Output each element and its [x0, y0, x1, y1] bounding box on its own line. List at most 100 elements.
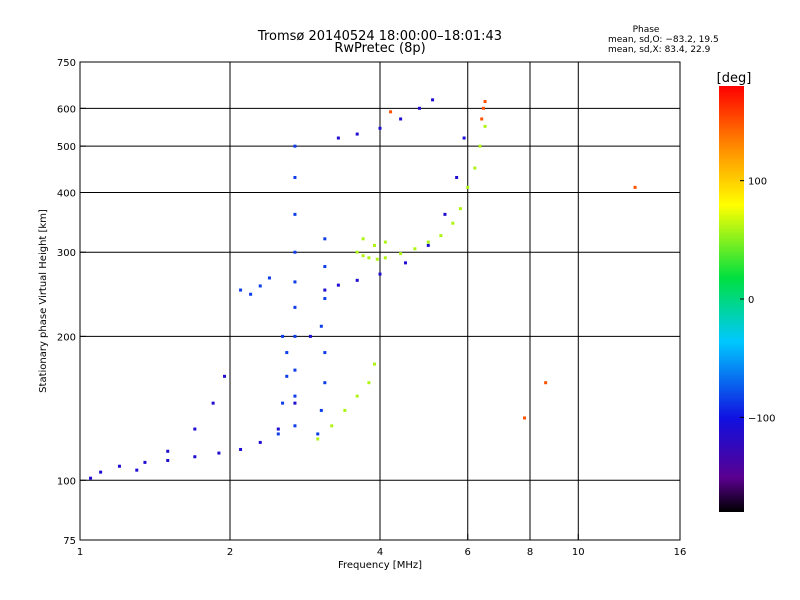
- grid-lines: [80, 62, 680, 540]
- data-point: [389, 110, 393, 114]
- data-point: [544, 381, 548, 385]
- data-point: [399, 117, 403, 121]
- data-point: [316, 437, 320, 441]
- data-point: [373, 362, 377, 366]
- data-point: [239, 288, 243, 292]
- data-point: [481, 106, 485, 110]
- data-point: [431, 98, 435, 102]
- data-point: [281, 401, 285, 405]
- data-point: [478, 144, 482, 148]
- data-point: [458, 207, 462, 211]
- y-tick-label: 300: [57, 248, 76, 259]
- data-point: [355, 394, 359, 398]
- data-point: [293, 280, 297, 284]
- chart-subtitle: RwPretec (8p): [334, 41, 425, 56]
- y-tick-label: 750: [57, 58, 76, 69]
- data-point: [258, 284, 262, 288]
- data-point: [193, 427, 197, 431]
- y-tick-label: 400: [57, 188, 76, 199]
- data-point: [455, 175, 459, 179]
- data-point: [383, 240, 387, 244]
- phase-header: Phase: [633, 25, 660, 35]
- data-point: [323, 381, 327, 385]
- data-point: [633, 185, 637, 189]
- data-point: [308, 334, 312, 338]
- x-tick-label: 16: [674, 547, 687, 558]
- data-point: [426, 243, 430, 247]
- colorbar-tick-label: −100: [748, 413, 775, 424]
- y-tick-label: 500: [57, 142, 76, 153]
- data-point: [285, 374, 289, 378]
- colorbar-tick-label: 100: [748, 177, 767, 188]
- data-point: [417, 106, 421, 110]
- colorbar-ticks: 100 0 −100: [740, 177, 775, 424]
- phase-info: Phase mean, sd,O: −83.2, 19.5 mean, sd,X…: [608, 25, 719, 55]
- data-point: [355, 250, 359, 254]
- data-point: [323, 237, 327, 241]
- data-point: [239, 447, 243, 451]
- data-point: [135, 468, 139, 472]
- data-point: [293, 424, 297, 428]
- data-point: [483, 124, 487, 128]
- data-point: [375, 257, 379, 261]
- x-tick-label: 8: [527, 547, 533, 558]
- data-point: [293, 305, 297, 309]
- data-point: [403, 261, 407, 265]
- data-point: [439, 234, 443, 238]
- data-point: [323, 265, 327, 269]
- x-tick-label: 10: [572, 547, 585, 558]
- data-point: [319, 408, 323, 412]
- colorbar-gradient: [719, 86, 744, 512]
- data-point: [383, 256, 387, 260]
- x-tick-label: 4: [377, 547, 383, 558]
- phase-line-o: mean, sd,O: −83.2, 19.5: [608, 35, 719, 45]
- data-point: [451, 221, 455, 225]
- data-point: [249, 292, 253, 296]
- data-point: [399, 252, 403, 256]
- data-point: [466, 185, 470, 189]
- x-tick-label: 6: [465, 547, 471, 558]
- data-point: [378, 126, 382, 130]
- data-point: [285, 351, 289, 355]
- data-point: [523, 416, 527, 420]
- data-point: [293, 394, 297, 398]
- data-point: [293, 144, 297, 148]
- data-point: [323, 288, 327, 292]
- data-point: [267, 276, 271, 280]
- data-point: [355, 278, 359, 282]
- data-point: [426, 240, 430, 244]
- y-tick-label: 200: [57, 332, 76, 343]
- data-point: [166, 458, 170, 462]
- data-point: [143, 460, 147, 464]
- data-point: [276, 432, 280, 436]
- data-point: [355, 132, 359, 136]
- colorbar-tick-label: 0: [748, 295, 754, 306]
- phase-line-x: mean, sd,X: 83.4, 22.9: [608, 45, 711, 55]
- data-point: [343, 408, 347, 412]
- data-points: [89, 98, 637, 480]
- data-point: [293, 175, 297, 179]
- data-point: [258, 440, 262, 444]
- x-tick-label: 1: [77, 547, 83, 558]
- y-tick-label: 100: [57, 476, 76, 487]
- y-axis-ticks: 75 100 200 300 400 500 600 750: [57, 58, 86, 547]
- colorbar-label: [deg]: [717, 71, 752, 86]
- data-point: [276, 427, 280, 431]
- data-point: [336, 283, 340, 287]
- y-tick-label: 600: [57, 104, 76, 115]
- data-point: [378, 272, 382, 276]
- data-point: [330, 424, 334, 428]
- data-point: [89, 476, 93, 480]
- x-axis-label: Frequency [MHz]: [338, 560, 422, 571]
- y-tick-label: 75: [63, 536, 76, 547]
- y-axis-label: Stationary phase Virtual Height [km]: [38, 209, 49, 393]
- data-point: [117, 464, 121, 468]
- data-point: [367, 381, 371, 385]
- data-point: [361, 237, 365, 241]
- chart-title: Tromsø 20140524 18:00:00–18:01:43: [257, 29, 502, 44]
- data-point: [223, 374, 227, 378]
- data-point: [462, 136, 466, 140]
- data-point: [373, 243, 377, 247]
- data-point: [166, 449, 170, 453]
